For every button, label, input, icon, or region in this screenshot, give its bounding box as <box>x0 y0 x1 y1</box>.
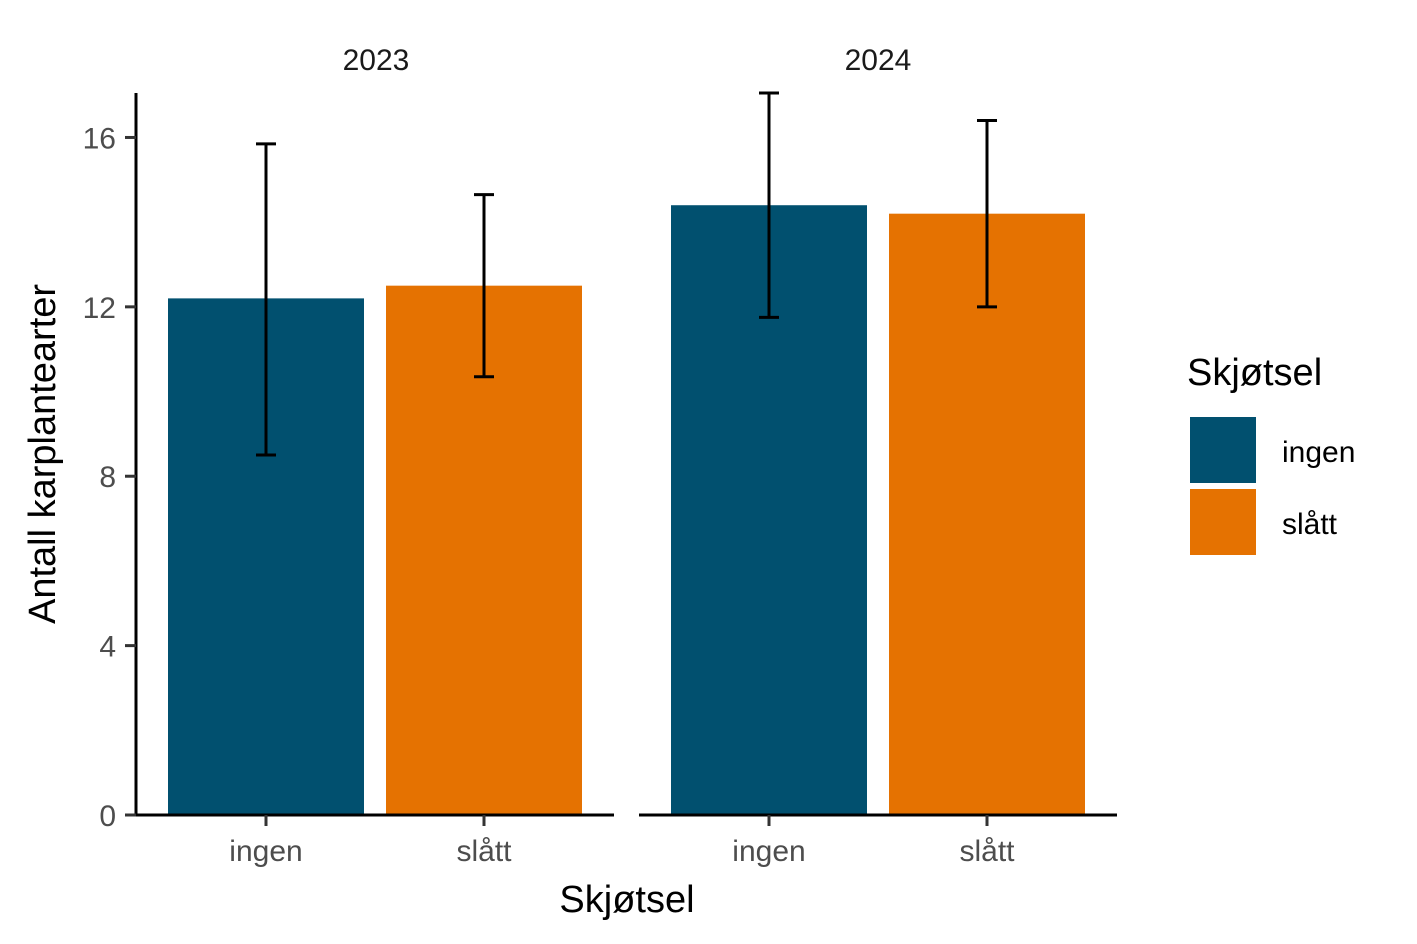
x-axis-title: Skjøtsel <box>559 879 694 921</box>
y-tick-label: 12 <box>83 292 116 325</box>
error-bar-2023-slått <box>474 193 494 379</box>
x-tick-label: slått <box>959 835 1015 868</box>
error-bar-2024-slått <box>977 119 997 309</box>
bars-2024 <box>671 205 1085 815</box>
y-axis-ticks: 0 4 8 12 16 <box>83 122 136 833</box>
facet-label-2024: 2024 <box>845 44 912 77</box>
legend-swatch-slatt <box>1190 489 1256 555</box>
legend-title: Skjøtsel <box>1187 352 1322 394</box>
panel-2024: 2024 ingen slått <box>639 44 1117 868</box>
x-tick-label: ingen <box>229 835 302 868</box>
y-axis-title: Antall karplantearter <box>22 284 64 624</box>
x-axis-ticks-2024: ingen slått <box>732 815 1015 868</box>
error-bars-2023 <box>256 142 494 457</box>
y-tick-label: 8 <box>99 461 116 494</box>
x-tick-label: slått <box>456 835 512 868</box>
x-tick-label: ingen <box>732 835 805 868</box>
error-bar-2024-ingen <box>759 91 779 319</box>
error-bar-2023-ingen <box>256 142 276 457</box>
legend: Skjøtsel ingen slått <box>1187 352 1355 555</box>
error-bars-2024 <box>759 91 997 319</box>
y-tick-label: 16 <box>83 122 116 155</box>
bar-2024-slått <box>889 213 1085 815</box>
legend-label-ingen: ingen <box>1282 436 1355 469</box>
legend-label-slatt: slått <box>1282 508 1338 541</box>
bars-2023 <box>168 285 582 815</box>
facet-label-2023: 2023 <box>343 44 410 77</box>
y-tick-label: 0 <box>99 800 116 833</box>
panel-2023: 2023 0 4 8 12 16 ingen slått <box>83 44 614 868</box>
x-axis-ticks-2023: ingen slått <box>229 815 512 868</box>
legend-swatch-ingen <box>1190 417 1256 483</box>
y-tick-label: 4 <box>99 631 116 664</box>
